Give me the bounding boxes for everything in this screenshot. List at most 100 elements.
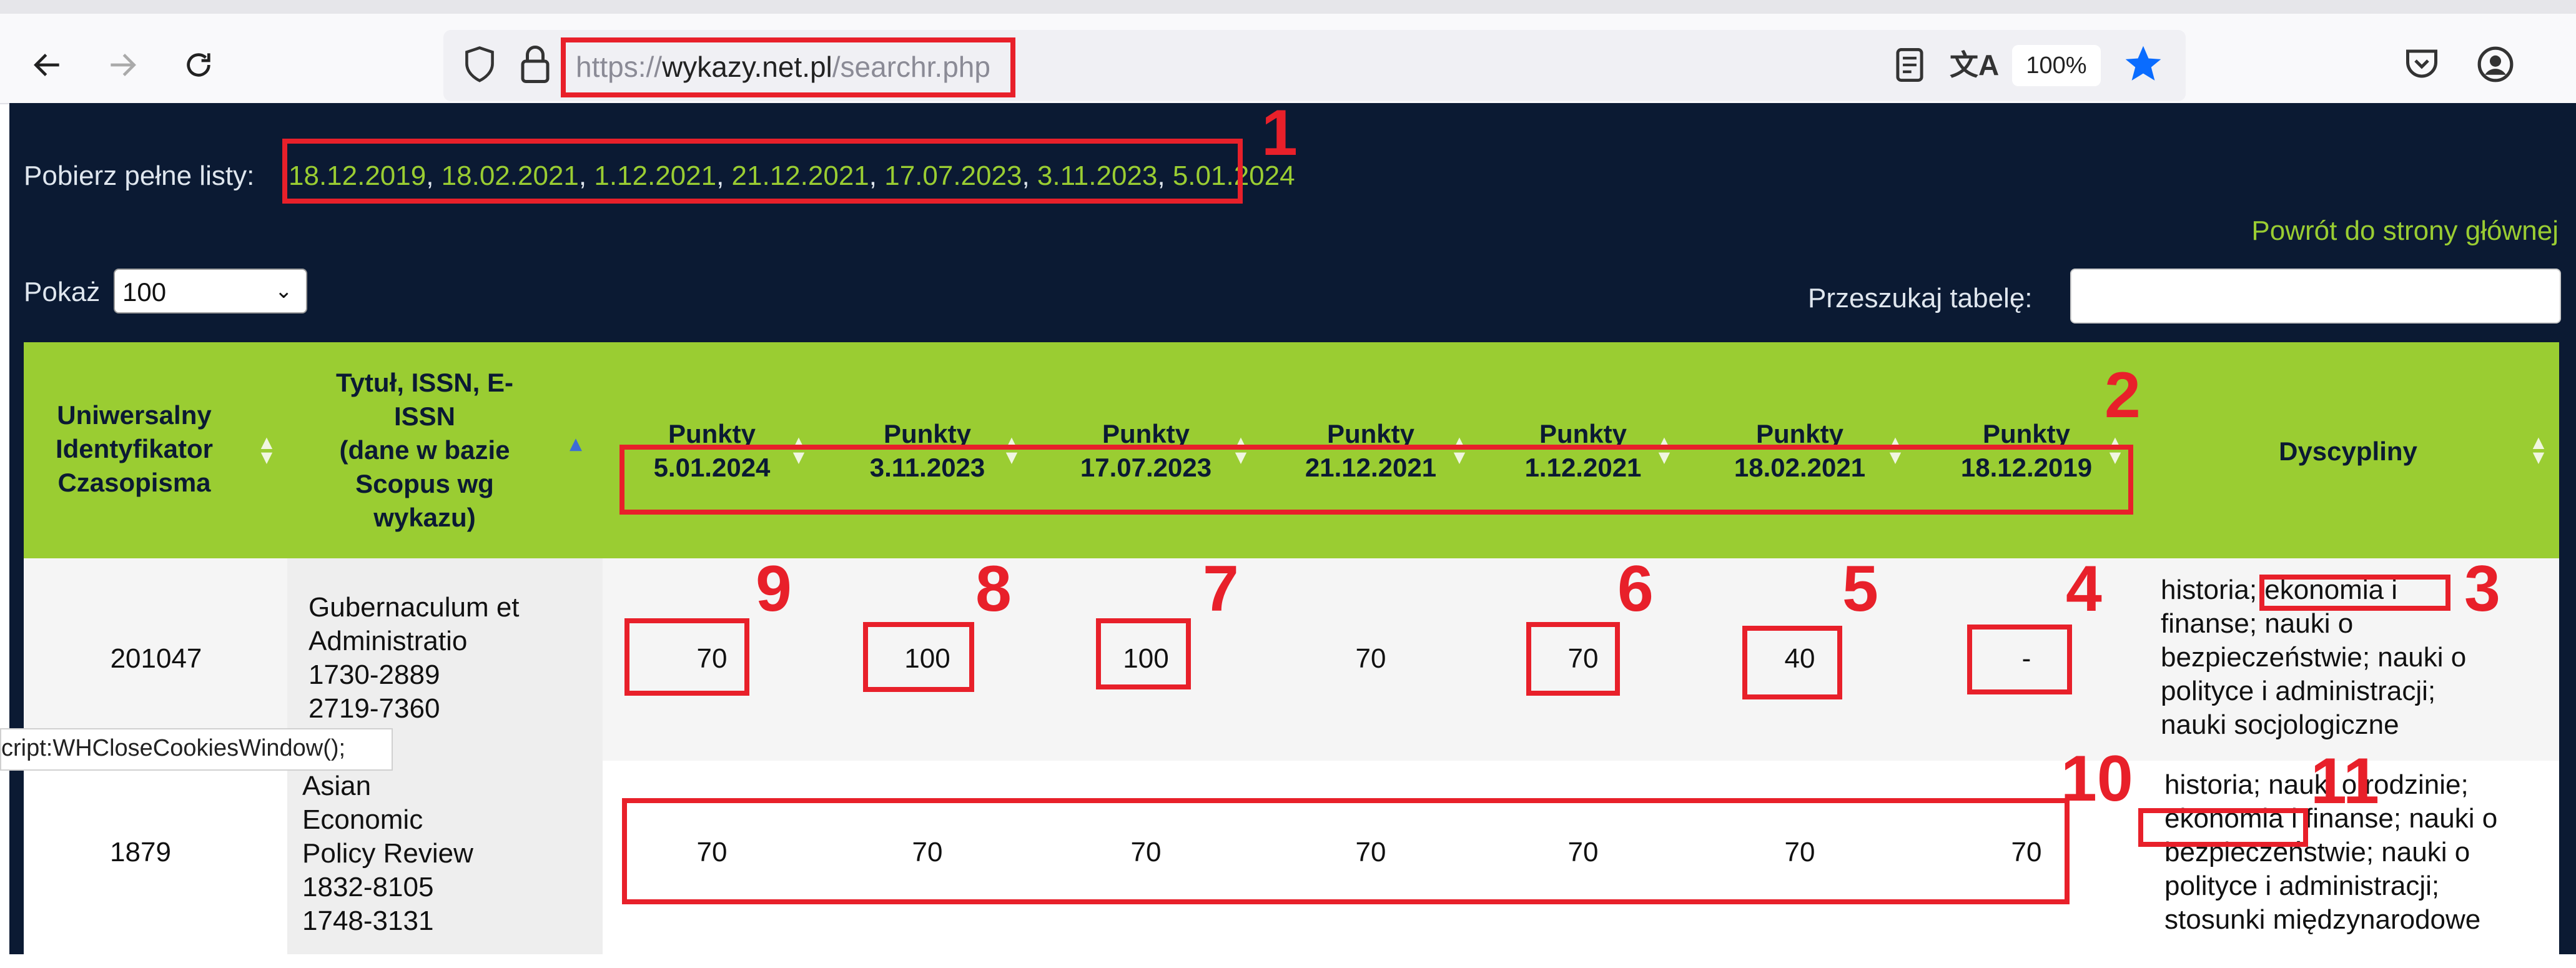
download-lists-links: 18.12.2019, 18.02.2021, 1.12.2021, 21.12… — [289, 161, 1295, 191]
column-header-points-2021-02-18[interactable]: Punkty 18.02.2021 — [1706, 417, 1893, 485]
annotation-number: 9 — [756, 553, 792, 625]
table-header — [24, 342, 2559, 558]
page-bottom-strip — [0, 954, 2576, 968]
reload-button[interactable] — [175, 41, 222, 89]
shield-icon[interactable] — [462, 45, 497, 87]
header-line: Punkty — [1326, 419, 1415, 448]
lock-icon[interactable] — [520, 44, 551, 87]
translate-icon[interactable]: 文A — [1950, 49, 2000, 81]
sort-icon[interactable]: ▲ ▼ — [260, 433, 273, 466]
header-line: 5.01.2024 — [653, 453, 771, 482]
issn-text: 1832-8105 — [302, 872, 434, 902]
cell-points-2019-12-18: - — [2021, 643, 2031, 674]
header-line: Punkty — [883, 419, 972, 448]
cell-title[interactable]: Asian Economic Policy Review 1832-8105 1… — [302, 769, 473, 938]
column-header-disciplines[interactable]: Dyscypliny — [2279, 437, 2417, 466]
annotation-box-points-headers — [619, 445, 2133, 515]
cell-points-2021-12-01: 70 — [1567, 643, 1599, 674]
header-line: Identyfikator — [55, 434, 214, 463]
zoom-level-badge[interactable]: 100% — [2012, 45, 2101, 86]
back-button[interactable] — [24, 41, 71, 89]
account-icon[interactable] — [2476, 45, 2515, 86]
tab-strip-edge — [0, 0, 2576, 14]
title-line: Administratio — [308, 626, 468, 656]
download-link-2023-11-03[interactable]: 3.11.2023 — [1037, 161, 1158, 191]
forward-button[interactable] — [99, 41, 146, 89]
cell-points-2024-01-05: 70 — [696, 837, 728, 867]
download-link-2019-12-18[interactable]: 18.12.2019 — [289, 161, 427, 191]
column-header-points-2023-11-03[interactable]: Punkty 3.11.2023 — [834, 417, 1021, 485]
column-header-points-2023-07-17[interactable]: Punkty 17.07.2023 — [1052, 417, 1240, 485]
cell-points-2021-02-18: 40 — [1784, 643, 1815, 674]
column-header-points-2021-12-21[interactable]: Punkty 21.12.2021 — [1277, 417, 1464, 485]
search-input[interactable] — [2070, 269, 2561, 323]
sort-icon[interactable]: ▲ ▼ — [2532, 433, 2545, 466]
cell-points-2023-07-17: 70 — [1130, 837, 1162, 867]
discipline-line: stosunki międzynarodowe — [2164, 904, 2481, 935]
issn-text: 1730-2889 — [308, 659, 440, 690]
header-line: Scopus wg — [355, 469, 494, 498]
sort-ascending-icon[interactable]: ▲ — [570, 435, 582, 453]
annotation-number: 3 — [2464, 553, 2500, 625]
reload-icon — [187, 53, 210, 77]
annotation-box-discipline-row1 — [2259, 575, 2450, 611]
url-text[interactable]: https://wykazy.net.pl/searchr.php — [576, 51, 990, 83]
back-arrow-icon — [34, 54, 59, 76]
header-line: Punkty — [1102, 419, 1190, 448]
column-header-points-2019-12-18[interactable]: Punkty 18.12.2019 — [1933, 417, 2120, 485]
column-header-title[interactable]: Tytuł, ISSN, E- ISSN (dane w bazie Scopu… — [294, 366, 556, 535]
download-link-2021-12-21[interactable]: 21.12.2021 — [731, 161, 869, 191]
title-line: Asian — [302, 771, 372, 801]
download-link-2021-12-01[interactable]: 1.12.2021 — [594, 161, 717, 191]
annotation-number: 4 — [2066, 553, 2102, 625]
home-link[interactable]: Powrót do strony głównej — [2251, 215, 2559, 246]
annotation-box-url — [561, 37, 1015, 97]
reader-view-icon[interactable] — [1892, 46, 1927, 86]
cell-points-2023-11-03: 100 — [904, 643, 950, 674]
download-link-2021-02-18[interactable]: 18.02.2021 — [441, 161, 579, 191]
header-line: 21.12.2021 — [1305, 453, 1437, 482]
annotation-box-points-2024 — [624, 618, 749, 696]
annotation-number: 6 — [1617, 553, 1654, 625]
annotation-box-points-2021-12-01 — [1526, 622, 1620, 696]
annotation-number: 7 — [1203, 553, 1239, 625]
cell-uid: 1879 — [110, 837, 171, 867]
annotation-number: 2 — [2105, 359, 2141, 432]
download-link-2024-01-05[interactable]: 5.01.2024 — [1172, 161, 1295, 191]
cell-points-2021-12-21: 70 — [1355, 643, 1386, 674]
header-line: Punkty — [668, 419, 756, 448]
column-header-points-2021-12-01[interactable]: Punkty 1.12.2021 — [1489, 417, 1677, 485]
header-line: Punkty — [1755, 419, 1844, 448]
annotation-number: 1 — [1261, 97, 1298, 169]
header-line: Czasopisma — [57, 468, 211, 497]
discipline-line: bezpieczeństwie; nauki o — [2161, 642, 2467, 673]
download-link-2023-07-17[interactable]: 17.07.2023 — [884, 161, 1022, 191]
eissn-text: 2719-7360 — [308, 693, 440, 724]
cell-uid: 201047 — [110, 643, 202, 674]
annotation-number: 8 — [975, 553, 1012, 625]
cell-points-2023-07-17: 100 — [1123, 643, 1169, 674]
header-line: 18.02.2021 — [1734, 453, 1866, 482]
header-line: Uniwersalny — [57, 400, 212, 430]
annotation-number: 10 — [2061, 743, 2133, 815]
pocket-icon[interactable] — [2403, 45, 2440, 85]
title-line: Economic — [302, 804, 423, 835]
annotation-box-points-row2 — [622, 798, 2070, 904]
forward-arrow-icon — [111, 54, 136, 76]
title-line: Policy Review — [302, 838, 473, 869]
header-line: wykazu) — [373, 503, 476, 532]
search-label: Przeszukaj tabelę: — [1808, 283, 2033, 314]
header-line: 1.12.2021 — [1524, 453, 1642, 482]
cell-title[interactable]: Gubernaculum et Administratio 1730-2889 … — [308, 591, 520, 726]
show-entries-select[interactable]: 100 — [114, 269, 307, 314]
header-line: 3.11.2023 — [869, 453, 985, 482]
bookmark-star-icon[interactable] — [2122, 42, 2164, 87]
discipline-line: nauki socjologiczne — [2161, 709, 2399, 740]
annotation-box-points-2023-07 — [1096, 618, 1191, 689]
cell-points-2024-01-05: 70 — [696, 643, 728, 674]
eissn-text: 1748-3131 — [302, 906, 434, 936]
column-header-uid[interactable]: Uniwersalny Identyfikator Czasopisma — [37, 398, 231, 500]
discipline-line: historia; nauki o rodzinie; — [2164, 769, 2469, 800]
column-header-points-2024-01-05[interactable]: Punkty 5.01.2024 — [618, 417, 806, 485]
